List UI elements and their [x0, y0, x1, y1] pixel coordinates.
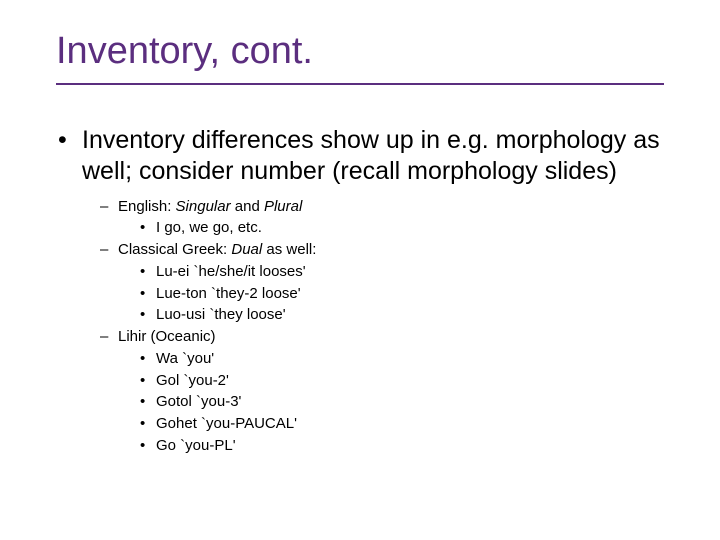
slide: Inventory, cont. Inventory differences s…: [0, 0, 720, 540]
bullet-text: Inventory differences show up in e.g. mo…: [82, 126, 660, 185]
leaf-item: Gol `you-2': [140, 370, 664, 392]
sub-item-greek: Classical Greek: Dual as well: Lu-ei `he…: [100, 239, 664, 326]
slide-title: Inventory, cont.: [56, 30, 664, 77]
bullet-item: Inventory differences show up in e.g. mo…: [56, 125, 664, 457]
sub-label-italic: Plural: [264, 198, 302, 215]
sub-item-english: English: Singular and Plural I go, we go…: [100, 196, 664, 240]
bullet-list-level3: I go, we go, etc.: [118, 217, 664, 239]
leaf-item: Lu-ei `he/she/it looses': [140, 261, 664, 283]
bullet-list-level1: Inventory differences show up in e.g. mo…: [56, 125, 664, 457]
bullet-list-level2: English: Singular and Plural I go, we go…: [82, 196, 664, 457]
sub-label-pre: Classical Greek:: [118, 241, 231, 258]
sub-label-mid: as well:: [262, 241, 316, 258]
sub-label-italic: Dual: [231, 241, 262, 258]
sub-item-lihir: Lihir (Oceanic) Wa `you' Gol `you-2' Got…: [100, 326, 664, 457]
leaf-item: Wa `you': [140, 348, 664, 370]
leaf-item: Gotol `you-3': [140, 391, 664, 413]
leaf-item: Go `you-PL': [140, 435, 664, 457]
sub-label-pre: English:: [118, 198, 176, 215]
title-underline: Inventory, cont.: [56, 30, 664, 85]
leaf-item: Luo-usi `they loose': [140, 304, 664, 326]
sub-label-italic: Singular: [176, 198, 231, 215]
sub-label-pre: Lihir (Oceanic): [118, 328, 216, 345]
leaf-item: Lue-ton `they-2 loose': [140, 283, 664, 305]
bullet-list-level3: Wa `you' Gol `you-2' Gotol `you-3' Gohet…: [118, 348, 664, 457]
leaf-item: Gohet `you-PAUCAL': [140, 413, 664, 435]
leaf-item: I go, we go, etc.: [140, 217, 664, 239]
sub-label-mid: and: [231, 198, 264, 215]
bullet-list-level3: Lu-ei `he/she/it looses' Lue-ton `they-2…: [118, 261, 664, 326]
